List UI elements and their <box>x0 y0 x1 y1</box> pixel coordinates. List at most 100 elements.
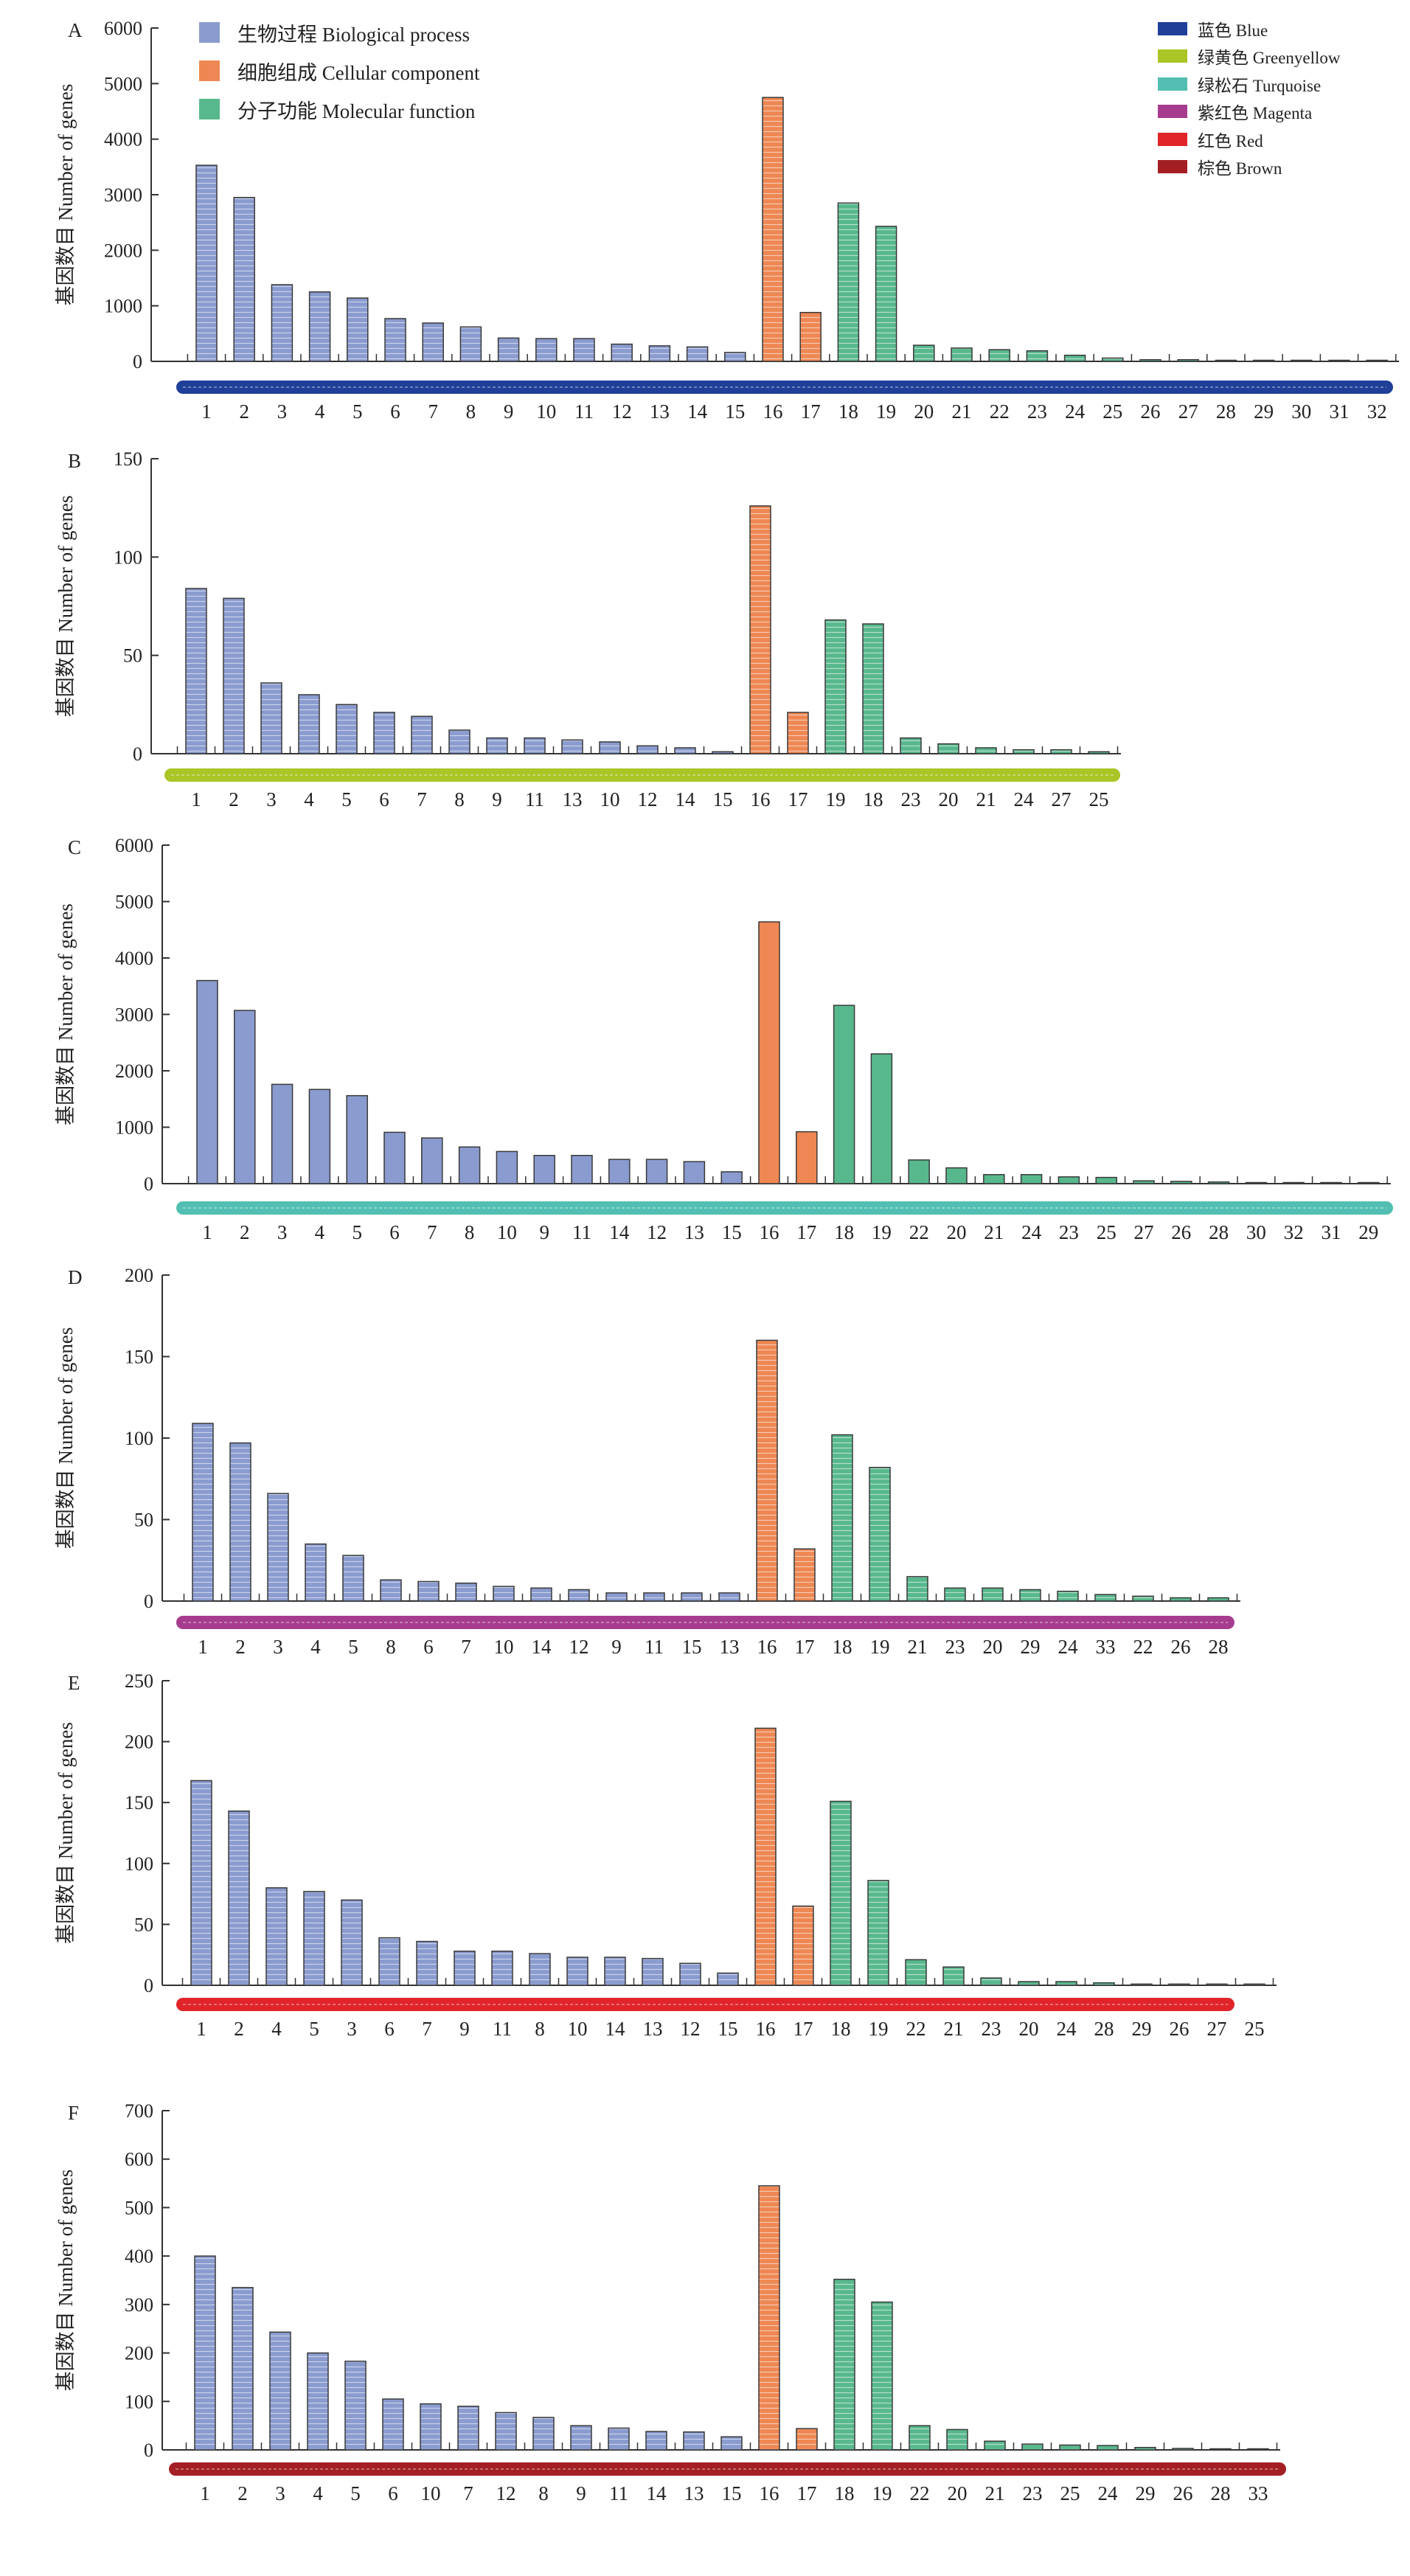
x-tick-label: 20 <box>939 788 959 810</box>
x-tick-label: 25 <box>1245 2018 1265 2040</box>
x-tick-label: 11 <box>609 2482 628 2504</box>
bar <box>831 1434 853 1602</box>
panel-label: C <box>68 836 81 858</box>
bar <box>799 311 822 362</box>
bar <box>945 1167 968 1184</box>
bar <box>909 2425 931 2451</box>
bar <box>570 2425 592 2451</box>
go-category-legend: 生物过程 Biological process 细胞组成 Cellular co… <box>199 13 553 128</box>
x-tick-label: 12 <box>638 788 658 810</box>
x-tick-label: 15 <box>718 2018 738 2040</box>
bar <box>454 1950 476 1986</box>
x-tick-label: 11 <box>572 1221 591 1243</box>
x-tick-label: 21 <box>976 788 996 810</box>
y-axis-title: 基因数目 Number of genes <box>55 496 77 718</box>
module-swatch <box>1158 49 1187 63</box>
x-tick-label: 7 <box>417 788 427 810</box>
x-tick-label: 25 <box>1102 400 1122 423</box>
x-tick-label: 3 <box>277 400 288 423</box>
x-tick-label: 5 <box>352 1221 362 1243</box>
bar <box>758 921 780 1184</box>
x-tick-label: 12 <box>647 1221 667 1243</box>
x-tick-label: 29 <box>1132 2018 1152 2040</box>
bar <box>1358 1181 1380 1184</box>
bar <box>599 741 621 754</box>
bar <box>1168 1983 1190 1986</box>
bar <box>269 2331 291 2451</box>
bar <box>792 1905 814 1986</box>
x-tick-label: 17 <box>801 400 821 423</box>
bar <box>1366 359 1388 362</box>
x-tick-label: 12 <box>612 400 632 423</box>
bar <box>298 694 320 754</box>
x-tick-label: 23 <box>1023 2482 1043 2504</box>
y-tick-label: 0 <box>144 1975 153 1996</box>
x-tick-label: 4 <box>310 1636 321 1658</box>
x-tick-label: 8 <box>454 788 465 810</box>
x-tick-label: 7 <box>422 2018 432 2040</box>
x-tick-label: 23 <box>945 1636 965 1658</box>
x-tick-label: 33 <box>1248 2482 1268 2504</box>
x-tick-label: 7 <box>427 1221 437 1243</box>
bar <box>1131 1983 1153 1986</box>
bar <box>1102 357 1124 362</box>
legend-item-mf: 分子功能 Molecular function <box>199 90 553 128</box>
chart-panel: F 0 100 200 300 400 500 600 700 基因数目 Number of ge… <box>55 2100 1286 2504</box>
bar <box>308 291 331 362</box>
bar <box>983 1174 1005 1184</box>
x-tick-label: 14 <box>687 400 708 423</box>
bar <box>192 1423 214 1602</box>
bar <box>229 1442 251 1602</box>
x-tick-label: 6 <box>389 1221 400 1243</box>
module-legend-item: 红色 Red <box>1158 125 1401 153</box>
bar <box>571 1155 593 1184</box>
bar <box>344 2360 367 2451</box>
y-tick-label: 0 <box>144 1591 153 1612</box>
x-tick-label: 22 <box>906 2018 926 2040</box>
module-legend-item: 绿松石 Turquoise <box>1158 70 1401 98</box>
bar <box>458 1146 481 1184</box>
x-tick-label: 26 <box>1171 1636 1191 1658</box>
x-tick-label: 6 <box>423 1636 434 1658</box>
y-tick-label: 600 <box>125 2149 153 2170</box>
bar <box>383 1131 406 1184</box>
x-tick-label: 13 <box>650 400 670 423</box>
x-tick-label: 4 <box>315 400 325 423</box>
bar <box>833 2278 855 2451</box>
bar <box>608 1159 631 1184</box>
x-tick-label: 17 <box>797 2482 817 2504</box>
x-tick-label: 32 <box>1284 1221 1304 1243</box>
bar <box>535 338 558 362</box>
x-tick-label: 22 <box>909 1221 929 1243</box>
bar <box>1207 1597 1229 1602</box>
y-tick-label: 2000 <box>104 240 142 261</box>
x-tick-label: 13 <box>643 2018 663 2040</box>
x-tick-label: 18 <box>864 788 883 810</box>
bar <box>712 751 734 754</box>
bar <box>486 737 508 754</box>
y-tick-label: 250 <box>125 1670 153 1692</box>
bar <box>421 1137 443 1184</box>
bar <box>1215 359 1237 362</box>
bar <box>373 712 395 754</box>
bar <box>679 1962 701 1986</box>
legend-item-bp: 生物过程 Biological process <box>199 13 553 52</box>
x-tick-label: 25 <box>1097 1221 1116 1243</box>
module-swatch <box>1158 160 1187 174</box>
bar <box>724 352 746 362</box>
x-tick-label: 1 <box>198 1636 208 1658</box>
bar <box>787 712 809 754</box>
bar <box>796 1131 818 1184</box>
x-tick-label: 19 <box>870 1636 890 1658</box>
y-tick-label: 200 <box>125 1265 153 1286</box>
x-tick-label: 28 <box>1209 1636 1229 1658</box>
bar <box>1207 1181 1230 1184</box>
x-tick-label: 3 <box>347 2018 357 2040</box>
x-tick-label: 23 <box>901 788 921 810</box>
bar <box>347 297 369 362</box>
x-tick-label: 20 <box>948 2482 968 2504</box>
x-tick-label: 28 <box>1216 400 1236 423</box>
bar <box>1209 2448 1232 2451</box>
module-legend-label: 紫红色 Magenta <box>1198 104 1313 123</box>
bar <box>416 1940 438 1986</box>
